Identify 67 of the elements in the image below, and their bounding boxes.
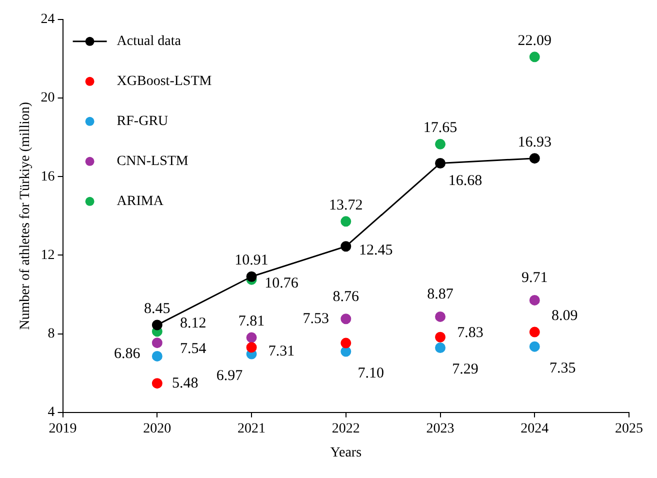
x-tick-label: 2023 bbox=[426, 421, 454, 436]
point bbox=[152, 350, 162, 362]
point bbox=[529, 294, 540, 306]
data-label: 22.09 bbox=[518, 32, 552, 49]
y-tick-label: 20 bbox=[40, 90, 55, 106]
point bbox=[152, 338, 162, 348]
data-label: 8.12 bbox=[180, 315, 206, 332]
x-axis-title: Years bbox=[330, 445, 362, 460]
data-label: 6.86 bbox=[114, 346, 141, 362]
point bbox=[435, 311, 446, 322]
point bbox=[340, 338, 352, 348]
point bbox=[340, 216, 352, 227]
x-tick-label: 2021 bbox=[238, 421, 266, 436]
x-tick-label: 2025 bbox=[615, 421, 643, 436]
x-tick-label: 2019 bbox=[48, 421, 77, 436]
y-tick-label: 8 bbox=[48, 326, 55, 342]
y-axis-title: Number of athletes for Türkiye (million) bbox=[18, 102, 34, 330]
point bbox=[340, 346, 352, 357]
legend-label: CNN-LSTM bbox=[116, 154, 189, 170]
data-label: 8.45 bbox=[144, 300, 170, 317]
point bbox=[152, 378, 162, 389]
point bbox=[435, 332, 446, 342]
point bbox=[340, 241, 352, 252]
point bbox=[152, 320, 162, 330]
point bbox=[529, 52, 540, 62]
point bbox=[529, 153, 540, 164]
data-label: 16.93 bbox=[518, 134, 552, 150]
data-label: 7.53 bbox=[302, 310, 330, 327]
data-label: 16.68 bbox=[448, 173, 482, 190]
data-label: 5.48 bbox=[172, 375, 198, 392]
legend-label: Actual data bbox=[116, 34, 182, 50]
data-label: 8.87 bbox=[427, 286, 454, 303]
x-tick-label: 2024 bbox=[520, 421, 549, 436]
legend-label: RF-GRU bbox=[116, 114, 168, 130]
data-label: 10.91 bbox=[234, 252, 268, 269]
data-label: 13.72 bbox=[329, 197, 363, 214]
x-tick-label: 2020 bbox=[143, 421, 172, 436]
point bbox=[435, 138, 446, 150]
point bbox=[246, 271, 257, 282]
y-tick-label: 24 bbox=[40, 12, 55, 28]
data-label: 7.29 bbox=[452, 362, 478, 378]
data-label: 7.31 bbox=[268, 343, 295, 360]
data-label: 17.65 bbox=[423, 120, 458, 136]
data-label: 7.10 bbox=[358, 365, 384, 382]
point bbox=[435, 342, 446, 353]
x-tick-label: 2022 bbox=[332, 421, 360, 436]
data-label: 7.54 bbox=[180, 340, 207, 357]
data-label: 6.97 bbox=[216, 368, 244, 384]
point bbox=[340, 314, 352, 324]
point bbox=[529, 326, 540, 338]
point bbox=[246, 332, 257, 343]
point bbox=[435, 158, 446, 168]
y-tick-label: 4 bbox=[48, 405, 55, 420]
y-tick-label: 16 bbox=[40, 169, 55, 184]
data-label: 9.71 bbox=[522, 270, 548, 286]
data-label: 7.35 bbox=[550, 360, 576, 377]
y-tick-label: 12 bbox=[40, 248, 55, 263]
point bbox=[246, 342, 257, 353]
data-label: 8.76 bbox=[332, 288, 360, 305]
point bbox=[529, 341, 540, 352]
data-label: 7.81 bbox=[238, 313, 265, 330]
legend-label: ARIMA bbox=[116, 194, 164, 210]
legend-label: XGBoost-LSTM bbox=[116, 74, 212, 90]
data-label: 8.09 bbox=[552, 308, 578, 324]
data-label: 10.76 bbox=[264, 276, 299, 292]
data-label: 12.45 bbox=[359, 242, 393, 258]
data-label: 7.83 bbox=[457, 325, 484, 342]
